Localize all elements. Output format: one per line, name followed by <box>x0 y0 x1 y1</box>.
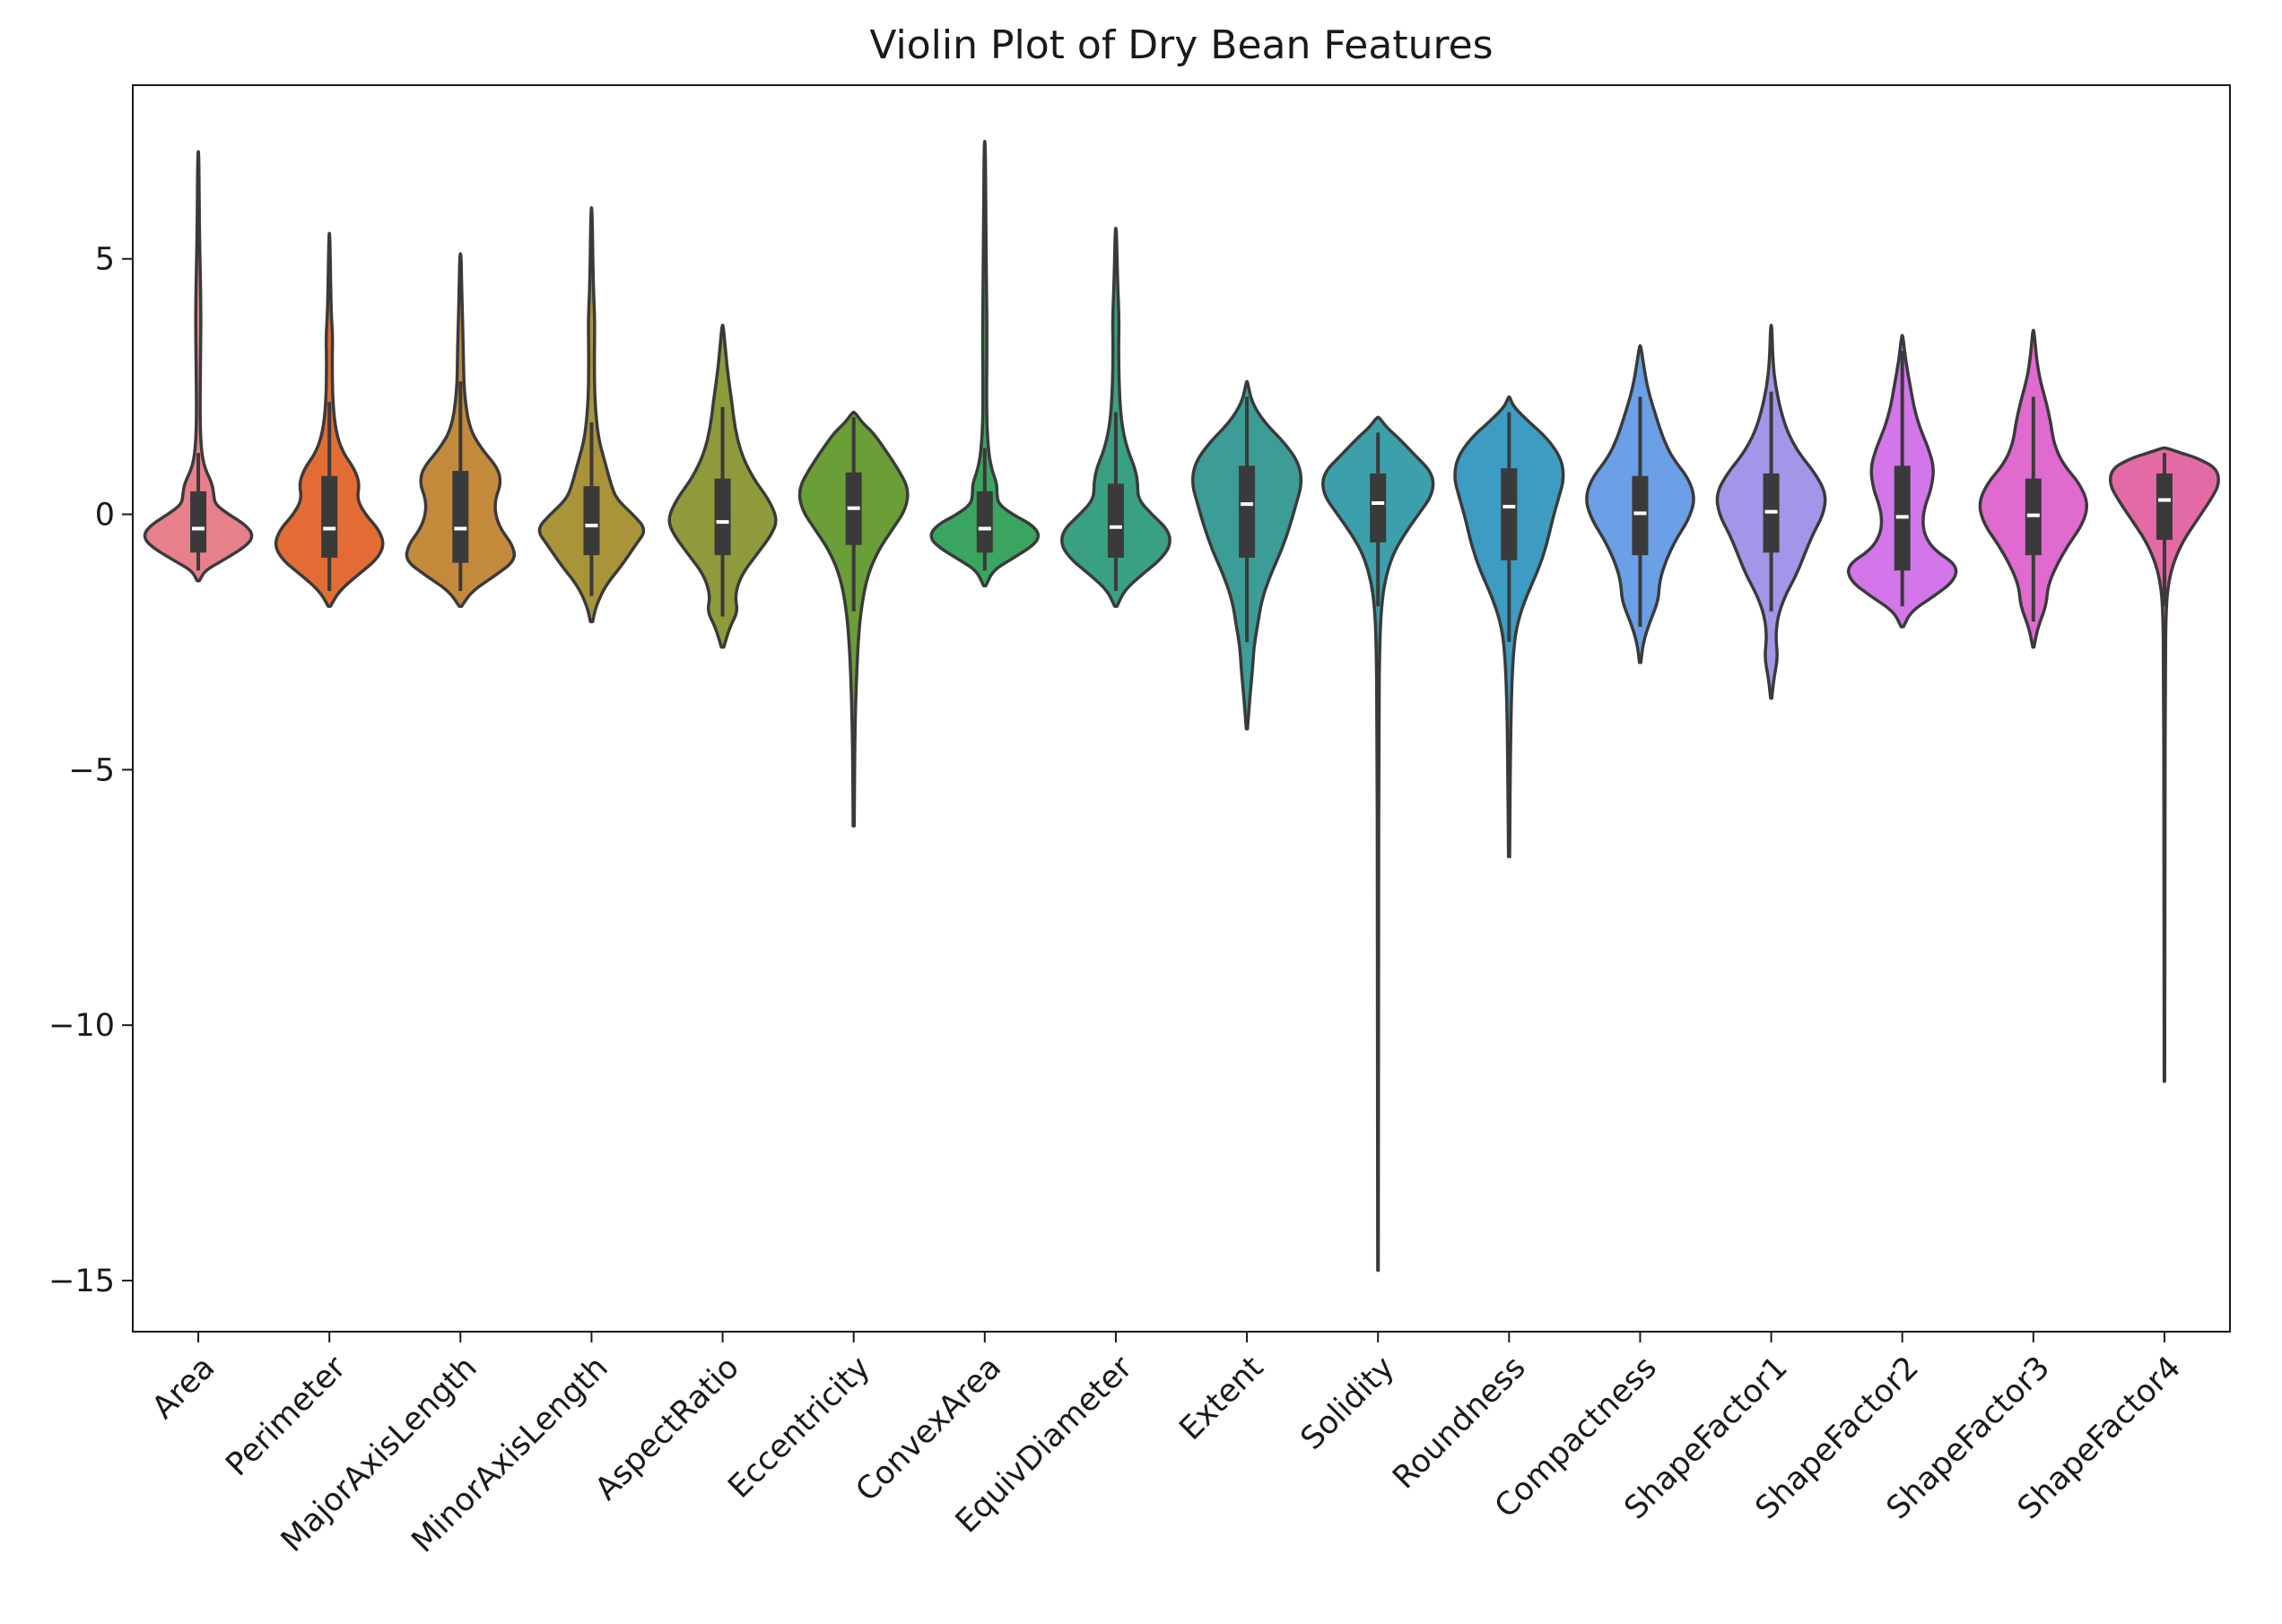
violin-body <box>929 139 1041 588</box>
violin-iqr-box <box>190 491 207 553</box>
chart-title: Violin Plot of Dry Bean Features <box>869 22 1493 68</box>
y-tick-label: −15 <box>48 1264 115 1299</box>
violins-group <box>143 139 2220 1272</box>
violin-iqr-box <box>976 491 993 553</box>
violin-iqr-box <box>452 471 469 563</box>
y-tick-label: 0 <box>95 498 115 534</box>
violin-iqr-box <box>1370 473 1387 543</box>
violin-body <box>797 410 910 828</box>
violin-body <box>1321 415 1435 1272</box>
plot-frame <box>132 84 2231 1333</box>
violin-iqr-box <box>1107 483 1124 558</box>
violin-iqr-box <box>2156 473 2173 541</box>
violin-body <box>143 150 254 583</box>
violin-iqr-box <box>1239 465 1256 558</box>
violin-iqr-box <box>714 478 731 556</box>
y-tick-label: −10 <box>48 1008 115 1044</box>
violin-iqr-box <box>1501 468 1518 560</box>
violin-iqr-box <box>1632 475 1649 556</box>
y-axis: 5 0 −5 −10 −15 <box>48 242 133 1299</box>
violin-body <box>2108 446 2220 1083</box>
y-tick-label: −5 <box>68 752 115 788</box>
y-tick-label: 5 <box>95 242 115 278</box>
violin-iqr-box <box>321 475 338 558</box>
violin-body <box>537 205 646 623</box>
violin-iqr-box <box>583 486 600 556</box>
